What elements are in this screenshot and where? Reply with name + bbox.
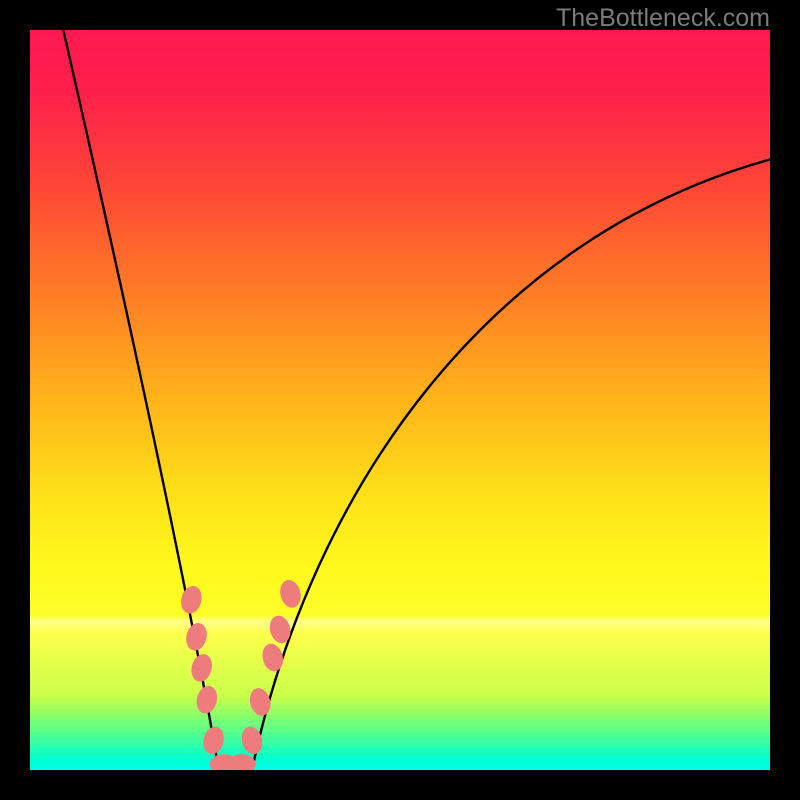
v-curve-path <box>63 30 770 770</box>
curve-marker <box>183 621 209 653</box>
bottleneck-curve <box>30 30 770 770</box>
curve-marker <box>194 684 220 716</box>
watermark-text: TheBottleneck.com <box>556 4 770 33</box>
curve-marker <box>200 724 226 756</box>
curve-marker <box>178 584 204 616</box>
curve-marker <box>277 578 303 610</box>
curve-marker <box>247 686 273 718</box>
curve-marker <box>189 652 215 684</box>
curve-marker <box>260 642 286 674</box>
outer-frame: TheBottleneck.com <box>0 0 800 800</box>
plot-area <box>30 30 770 770</box>
